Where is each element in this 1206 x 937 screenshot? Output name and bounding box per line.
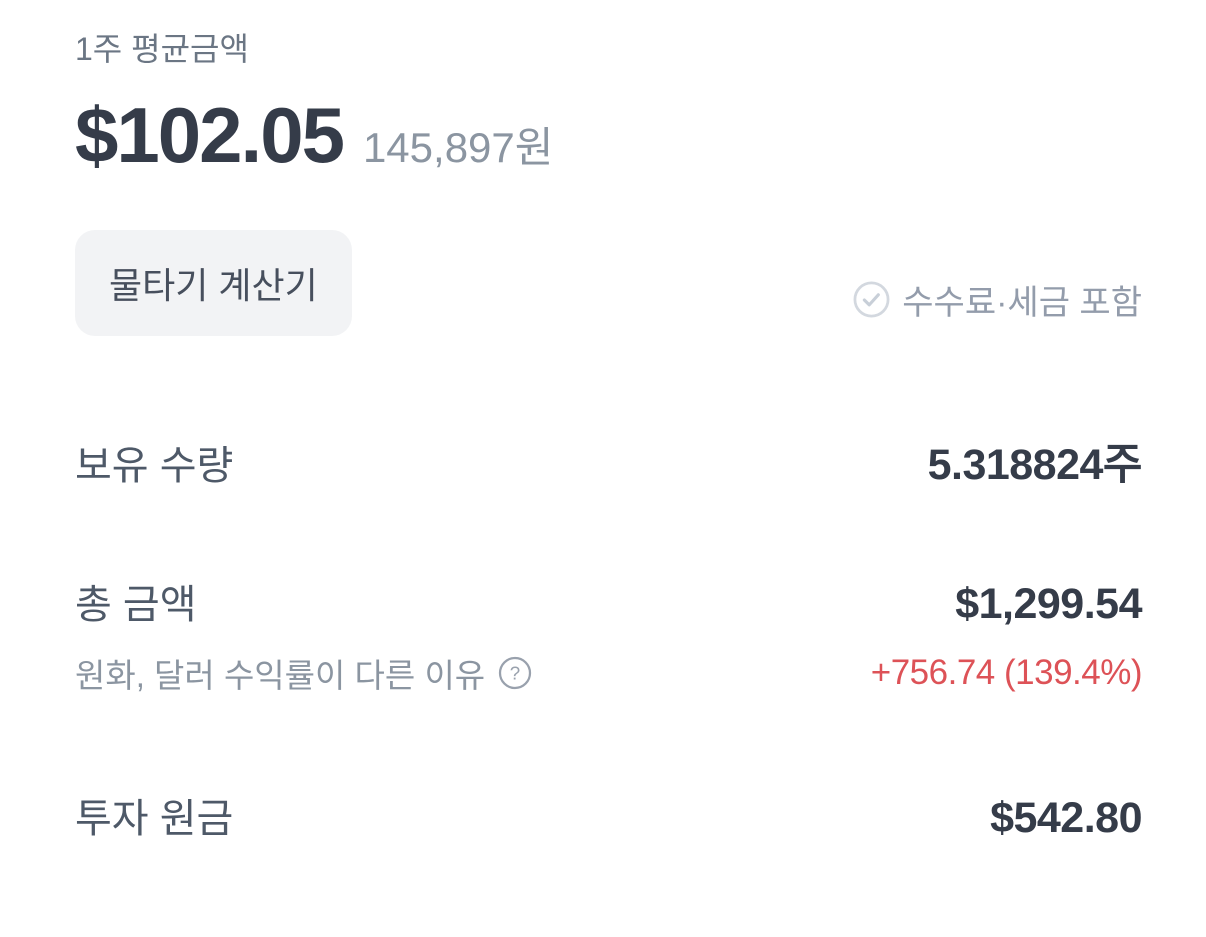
actions-row: 물타기 계산기 수수료·세금 포함 — [75, 229, 1142, 336]
principal-row: 투자 원금 $542.80 — [75, 793, 1142, 845]
svg-text:?: ? — [510, 662, 520, 683]
principal-label: 투자 원금 — [75, 796, 234, 841]
return-difference-help-label: 원화, 달러 수익률이 다른 이유 — [75, 656, 486, 694]
check-circle-icon — [852, 280, 891, 319]
avg-price-label: 1주 평균금액 — [75, 31, 249, 67]
total-amount-value: $1,299.54 — [955, 580, 1142, 629]
total-amount-row: 총 금액 $1,299.54 — [75, 579, 1142, 631]
total-amount-subrow: 원화, 달러 수익률이 다른 이유 ? +756.74 (139.4%) — [75, 649, 1143, 697]
question-circle-icon[interactable]: ? — [497, 655, 533, 691]
avg-price-line: $102.05 145,897원 — [75, 91, 1142, 180]
avg-price-section: 1주 평균금액 $102.05 145,897원 — [75, 30, 1142, 180]
avg-price-krw: 145,897원 — [362, 124, 554, 172]
avg-price-usd: $102.05 — [75, 91, 345, 180]
fee-tax-toggle[interactable]: 수수료·세금 포함 — [852, 275, 1142, 324]
return-difference-help[interactable]: 원화, 달러 수익률이 다른 이유 ? — [75, 649, 533, 697]
principal-value: $542.80 — [990, 793, 1142, 842]
total-amount-change: +756.74 (139.4%) — [870, 652, 1143, 692]
holdings-value: 5.318824주 — [927, 440, 1143, 489]
averaging-calculator-button[interactable]: 물타기 계산기 — [75, 229, 352, 336]
fee-tax-label: 수수료·세금 포함 — [902, 284, 1142, 323]
total-amount-section: 총 금액 $1,299.54 원화, 달러 수익률이 다른 이유 ? +756.… — [75, 579, 1143, 697]
holdings-label: 보유 수량 — [75, 443, 234, 488]
total-amount-label: 총 금액 — [75, 583, 197, 628]
holdings-row: 보유 수량 5.318824주 — [75, 440, 1143, 492]
